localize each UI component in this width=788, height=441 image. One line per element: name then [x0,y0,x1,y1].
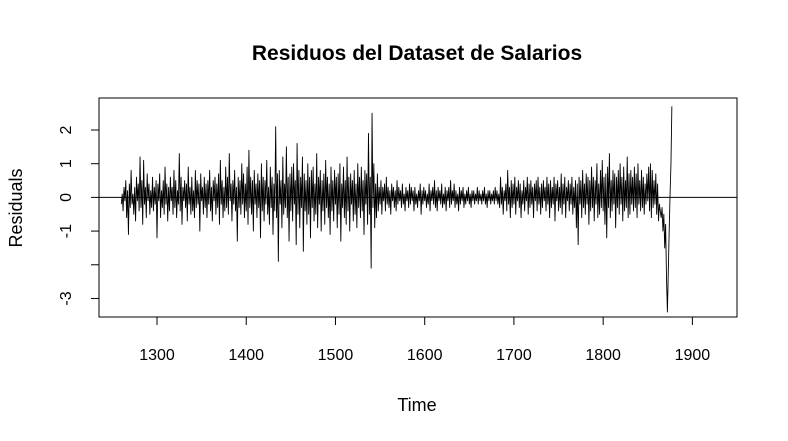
x-tick-label-1700: 1700 [496,347,532,364]
y-tick-label-0: 0 [58,193,75,202]
x-tick-label-1300: 1300 [139,347,175,364]
residuals-series-line [120,106,673,313]
x-tick-label-1900: 1900 [675,347,711,364]
y-axis: 2 1 0 -1 -3 [58,125,99,306]
y-tick-label-2: 2 [58,125,75,134]
chart-title: Residuos del Dataset de Salarios [252,42,582,65]
y-tick-label--1: -1 [58,224,75,238]
y-axis-label: Residuals [6,168,26,247]
x-tick-label-1400: 1400 [228,347,264,364]
x-tick-label-1800: 1800 [585,347,621,364]
x-axis: 1300 1400 1500 1600 1700 1800 1900 [139,317,710,364]
plot-frame [98,97,738,318]
y-tick-label--3: -3 [58,291,75,305]
x-tick-label-1600: 1600 [407,347,443,364]
x-axis-label: Time [397,395,436,415]
x-tick-label-1500: 1500 [318,347,354,364]
y-tick-label-1: 1 [58,159,75,168]
